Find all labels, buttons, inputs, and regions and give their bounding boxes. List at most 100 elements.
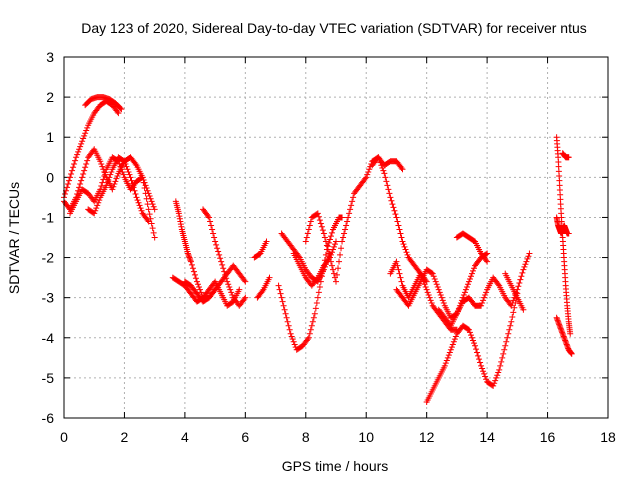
data-point (106, 174, 113, 181)
data-point (309, 318, 316, 325)
data-point (84, 124, 91, 131)
data-point (526, 250, 533, 257)
data-point (330, 270, 337, 277)
data-point (556, 321, 563, 328)
data-point (328, 229, 335, 236)
data-point (306, 222, 313, 229)
data-point (431, 275, 438, 282)
data-point (515, 283, 522, 290)
data-point (443, 357, 450, 364)
data-point (397, 274, 404, 281)
series-trace-20 (435, 250, 533, 329)
data-point (73, 154, 80, 161)
data-point (141, 179, 148, 186)
data-point (377, 159, 384, 166)
x-tick-label: 12 (419, 429, 435, 445)
data-point (339, 214, 346, 221)
data-point (400, 241, 407, 248)
data-point (567, 349, 574, 356)
data-point (151, 206, 158, 213)
data-point (435, 286, 442, 293)
data-point (478, 362, 485, 369)
data-point (214, 245, 221, 252)
data-point (149, 201, 156, 208)
series-trace-15 (302, 154, 406, 285)
data-point (259, 287, 266, 294)
data-point (116, 160, 123, 167)
data-point (310, 314, 317, 321)
series-trace-26 (559, 150, 572, 161)
data-point (334, 271, 341, 278)
series-trace-19 (423, 290, 521, 405)
data-point (241, 296, 248, 303)
data-point (286, 326, 293, 333)
data-point (394, 262, 401, 269)
data-point (337, 251, 344, 258)
data-point (404, 251, 411, 258)
data-point (399, 166, 406, 173)
data-point (316, 283, 323, 290)
data-point (99, 163, 106, 170)
data-point (469, 334, 475, 341)
data-point (449, 341, 456, 348)
data-point (520, 306, 527, 313)
data-point (502, 342, 509, 349)
data-point (206, 214, 213, 221)
data-point (563, 340, 570, 347)
data-point (190, 268, 197, 275)
grid (64, 57, 608, 418)
data-point (429, 270, 436, 277)
data-point (140, 177, 147, 184)
data-point (78, 177, 85, 184)
data-point (305, 334, 312, 341)
data-point (144, 187, 151, 194)
data-point (145, 218, 152, 225)
data-point (136, 202, 143, 209)
data-point (465, 326, 472, 333)
data-point (555, 320, 562, 327)
data-point (319, 227, 326, 234)
data-point (82, 164, 89, 171)
data-point (288, 333, 295, 340)
data-point (209, 226, 216, 233)
data-point (471, 340, 478, 347)
data-point (211, 287, 218, 294)
data-point (278, 294, 285, 301)
data-point (329, 246, 336, 253)
data-point (79, 138, 86, 145)
data-point (395, 222, 402, 229)
data-point (115, 110, 122, 117)
data-point (114, 172, 121, 179)
data-point (132, 191, 139, 198)
data-point (440, 300, 447, 307)
data-point (506, 326, 513, 333)
data-point (314, 210, 321, 217)
data-point (134, 197, 141, 204)
data-point (516, 279, 523, 286)
series-trace-9 (181, 278, 219, 305)
data-point (80, 135, 87, 142)
data-point (467, 332, 474, 339)
data-point (66, 177, 73, 184)
data-point (328, 262, 335, 269)
data-point (220, 265, 227, 272)
data-point (120, 171, 127, 178)
data-point (97, 158, 104, 165)
data-point (428, 300, 435, 307)
series-trace-6 (172, 198, 249, 301)
data-point (242, 294, 249, 301)
data-point (397, 230, 404, 237)
data-point (428, 269, 435, 276)
data-point (236, 286, 243, 293)
data-point (130, 184, 137, 191)
data-point (318, 223, 325, 230)
data-point (328, 249, 335, 256)
data-point (224, 278, 231, 285)
data-point (92, 207, 99, 214)
data-point (340, 234, 347, 241)
data-point (308, 322, 315, 329)
data-point (317, 220, 324, 227)
x-tick-label: 2 (121, 429, 129, 445)
data-point (176, 215, 183, 222)
